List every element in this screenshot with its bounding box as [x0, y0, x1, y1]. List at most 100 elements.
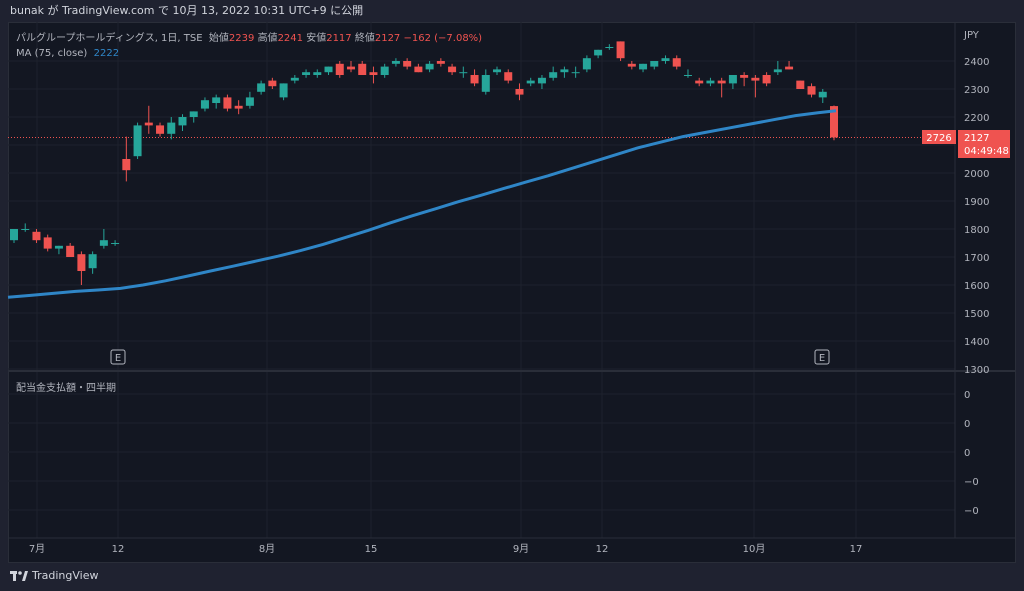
candle[interactable]	[403, 58, 412, 70]
candles[interactable]	[10, 41, 838, 285]
candle[interactable]	[639, 63, 648, 73]
close-value: 2127	[374, 33, 401, 44]
candle[interactable]	[111, 240, 120, 246]
candle[interactable]	[762, 72, 771, 87]
candle[interactable]	[133, 122, 142, 159]
candle[interactable]	[257, 80, 266, 95]
candle[interactable]	[695, 77, 704, 87]
earnings-marker[interactable]: E	[110, 349, 126, 365]
candle[interactable]	[796, 80, 805, 89]
candle[interactable]	[773, 61, 782, 75]
candle[interactable]	[661, 55, 670, 64]
candle[interactable]	[470, 69, 479, 87]
candle[interactable]	[358, 61, 367, 75]
candle[interactable]	[425, 61, 434, 73]
candle[interactable]	[683, 69, 692, 78]
candle[interactable]	[245, 91, 254, 109]
candle[interactable]	[728, 75, 737, 89]
candle[interactable]	[706, 77, 715, 87]
candle[interactable]	[290, 75, 299, 84]
candle[interactable]	[560, 66, 569, 78]
candle-body	[683, 75, 692, 76]
candle[interactable]	[77, 251, 86, 285]
candle[interactable]	[54, 245, 63, 255]
candle[interactable]	[818, 89, 827, 103]
candle[interactable]	[324, 66, 333, 75]
candle[interactable]	[493, 66, 502, 75]
sub-pane-axis: 0 0 0 −0 −0	[964, 390, 979, 517]
candle[interactable]	[10, 229, 18, 243]
candle[interactable]	[335, 61, 344, 78]
candle[interactable]	[167, 117, 176, 140]
candle[interactable]	[234, 100, 243, 115]
candle[interactable]	[21, 223, 30, 232]
candle[interactable]	[144, 105, 153, 134]
candle[interactable]	[380, 63, 389, 78]
candle[interactable]	[537, 75, 546, 89]
candle[interactable]	[616, 41, 625, 61]
candle[interactable]	[99, 229, 108, 249]
candle-body	[672, 58, 681, 67]
candle[interactable]	[504, 69, 513, 84]
candle[interactable]	[268, 77, 277, 89]
candle[interactable]	[751, 75, 760, 98]
candle[interactable]	[302, 69, 311, 78]
candle-body	[380, 66, 389, 75]
candle[interactable]	[122, 136, 131, 182]
candle-body	[111, 243, 120, 244]
candle-body	[403, 61, 412, 67]
candle[interactable]	[526, 77, 535, 87]
candle[interactable]	[448, 63, 457, 75]
candle-body	[459, 72, 468, 74]
candle[interactable]	[605, 44, 614, 50]
candle[interactable]	[279, 83, 288, 101]
price-tick-label: 1400	[964, 337, 989, 348]
candle-body	[773, 69, 782, 73]
candle[interactable]	[66, 243, 75, 257]
symbol-title[interactable]: パルグループホールディングス, 1日, TSE	[16, 33, 203, 44]
candle[interactable]	[549, 66, 558, 81]
candle[interactable]	[156, 122, 165, 137]
candle[interactable]	[436, 58, 445, 67]
candle[interactable]	[189, 111, 198, 123]
candle[interactable]	[582, 55, 591, 73]
candle[interactable]	[459, 66, 468, 78]
ma75-line[interactable]	[7, 109, 837, 299]
price-axis[interactable]: 1300140015001600170018001900200021002200…	[964, 57, 989, 376]
time-axis[interactable]: 7月 12 8月 15 9月 12 10月 17	[29, 543, 863, 555]
candle[interactable]	[627, 61, 636, 70]
candle[interactable]	[223, 94, 232, 112]
candle[interactable]	[414, 63, 423, 73]
price-tick-label: 1900	[964, 197, 989, 208]
candle[interactable]	[785, 61, 794, 70]
candle[interactable]	[807, 83, 816, 98]
candle[interactable]	[740, 72, 749, 87]
candle[interactable]	[88, 251, 97, 274]
candle[interactable]	[391, 58, 400, 67]
sub-pane-title[interactable]: 配当金支払額・四半期	[16, 383, 116, 394]
candle-body	[751, 77, 760, 81]
candle[interactable]	[200, 97, 209, 112]
chart-frame[interactable]	[8, 22, 1016, 563]
candle[interactable]	[369, 66, 378, 84]
candle[interactable]	[212, 94, 221, 109]
candle[interactable]	[515, 83, 524, 101]
brand-name[interactable]: TradingView	[32, 569, 99, 582]
candle[interactable]	[717, 77, 726, 98]
candle[interactable]	[650, 61, 659, 70]
candle-body	[223, 97, 232, 109]
candle[interactable]	[594, 49, 603, 59]
candle[interactable]	[571, 66, 580, 78]
candle[interactable]	[346, 61, 355, 73]
candle[interactable]	[313, 69, 322, 78]
candle[interactable]	[672, 55, 681, 70]
ma-row[interactable]: MA (75, close) 2222	[16, 46, 482, 61]
sub-tick-label: 0	[964, 448, 970, 459]
candle[interactable]	[32, 229, 41, 243]
tradingview-logo-icon	[10, 570, 28, 581]
candle[interactable]	[178, 114, 187, 131]
candle[interactable]	[43, 234, 52, 252]
earnings-marker[interactable]: E	[814, 349, 830, 365]
candle[interactable]	[481, 69, 490, 95]
